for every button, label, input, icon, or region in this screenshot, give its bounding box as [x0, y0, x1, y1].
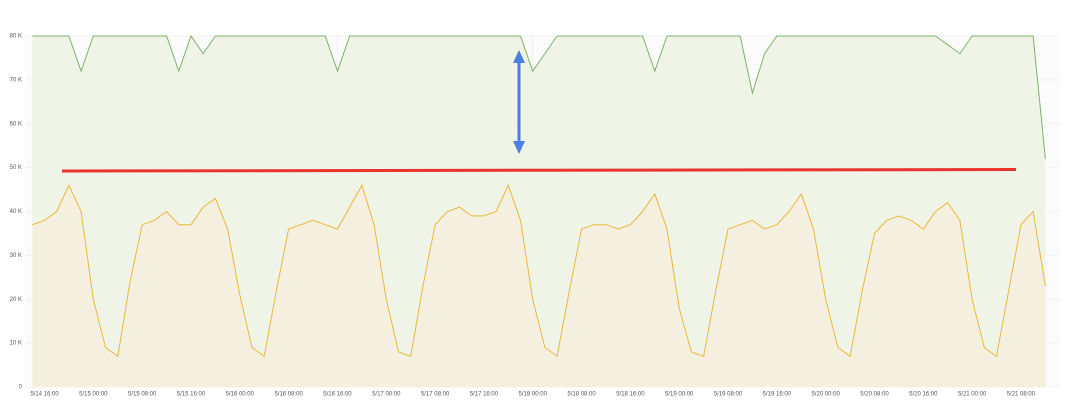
- x-tick-label: 5/15 08:00: [128, 392, 157, 398]
- x-tick-label: 5/18 00:00: [519, 392, 548, 398]
- x-tick-label: 5/20 16:00: [909, 392, 938, 398]
- x-tick-label: 5/15 00:00: [79, 392, 108, 398]
- area-fill: [32, 185, 1046, 387]
- x-tick-label: 5/21 08:00: [1007, 392, 1036, 398]
- y-tick-label: 70 K: [10, 77, 22, 83]
- x-tick-label: 5/17 16:00: [470, 392, 499, 398]
- x-tick-label: 5/16 16:00: [323, 392, 352, 398]
- x-tick-label: 5/17 08:00: [421, 392, 450, 398]
- x-tick-label: 5/18 08:00: [567, 392, 596, 398]
- arrow-head-down: [513, 141, 525, 154]
- y-tick-label: 20 K: [10, 297, 22, 303]
- x-tick-label: 5/19 00:00: [665, 392, 694, 398]
- arrow-head-up: [513, 50, 525, 63]
- x-tick-label: 5/19 08:00: [714, 392, 743, 398]
- plot: 5/14 16:00 5/15 00:00 5/15 08:00 5/15 16:00…: [10, 34, 1060, 398]
- x-tick-label: 5/18 16:00: [616, 392, 645, 398]
- y-tick-label: 10 K: [10, 341, 22, 347]
- y-tick-label: 50 K: [10, 165, 22, 171]
- x-tick-label: 5/20 00:00: [811, 392, 840, 398]
- x-tick-label: 5/19 16:00: [763, 392, 792, 398]
- y-tick-label: 80 K: [10, 34, 22, 40]
- x-tick-label: 5/21 00:00: [958, 392, 987, 398]
- y-tick-label: 60 K: [10, 121, 22, 127]
- series-line: [32, 34, 1046, 159]
- x-tick-label: 5/16 08:00: [274, 392, 303, 398]
- x-tick-label: 5/15 16:00: [177, 392, 206, 398]
- x-tick-label: 5/14 16:00: [30, 392, 59, 398]
- x-tick-label: 5/17 00:00: [372, 392, 401, 398]
- red-annotation-line: [61, 168, 1017, 173]
- x-tick-label: 5/20 08:00: [860, 392, 889, 398]
- x-tick-label: 5/16 00:00: [226, 392, 255, 398]
- series-line: [32, 183, 1046, 358]
- y-tick-label: 30 K: [10, 253, 22, 259]
- y-tick-label: 0: [19, 385, 23, 391]
- y-tick-label: 40 K: [10, 209, 22, 215]
